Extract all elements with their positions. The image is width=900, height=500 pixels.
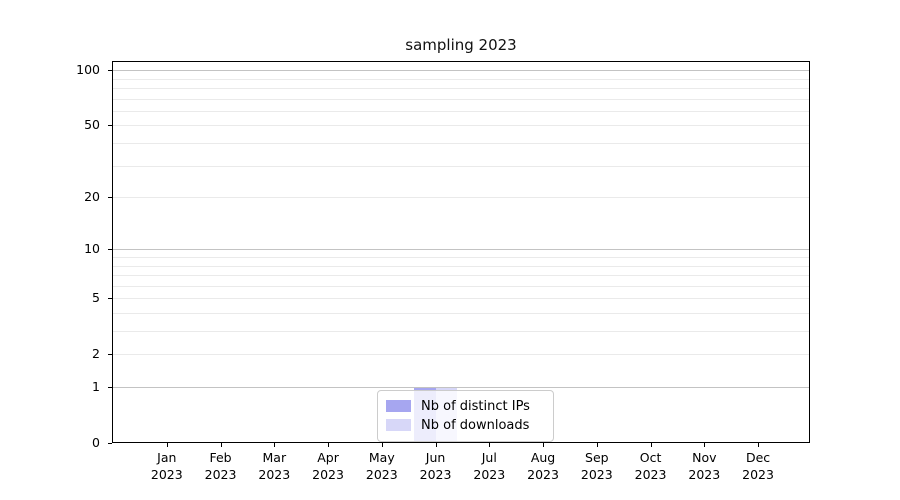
x-tick-label-jan: Jan 2023 [150,450,183,482]
x-tick-mark-oct [650,443,652,447]
y-tick-label-100: 100 [76,62,100,78]
legend-label-downloads: Nb of downloads [421,417,530,433]
chart-title: sampling 2023 [405,36,517,54]
y-tick-label-20: 20 [84,189,100,205]
x-tick-mark-jan [166,443,168,447]
y-tick-mark-20 [108,196,112,198]
y-tick-mark-2 [108,353,112,355]
y-tick-label-5: 5 [92,290,100,306]
gridline-y-100 [113,70,809,72]
y-tick-mark-5 [108,297,112,299]
x-tick-mark-dec [758,443,760,447]
x-tick-mark-may [381,443,383,447]
x-tick-mark-feb [220,443,222,447]
y-tick-mark-100 [108,69,112,71]
x-tick-label-jun: Jun 2023 [419,450,452,482]
gridline-y-20 [113,197,809,199]
gridline-y-40 [113,143,809,145]
x-tick-label-sep: Sep 2023 [580,450,613,482]
x-tick-mark-aug [543,443,545,447]
x-tick-label-apr: Apr 2023 [312,450,344,482]
gridline-y-9 [113,257,809,258]
gridline-y-80 [113,88,809,90]
plot-area: Nb of distinct IPs Nb of downloads [112,61,810,443]
gridline-y-90 [113,78,809,80]
x-tick-label-oct: Oct 2023 [634,450,667,482]
gridline-y-4 [113,312,809,314]
gridline-y-2 [113,354,809,356]
x-tick-label-aug: Aug 2023 [527,450,559,482]
x-tick-label-jul: Jul 2023 [473,450,506,482]
legend-swatch-downloads-icon [386,419,411,431]
legend-swatch-distinct-ips-icon [386,400,411,412]
gridline-y-70 [113,98,809,100]
x-tick-mark-nov [704,443,706,447]
x-tick-label-dec: Dec 2023 [742,450,774,482]
x-tick-mark-jun [435,443,437,447]
legend-item-distinct-ips: Nb of distinct IPs [386,397,545,415]
y-tick-label-0: 0 [92,435,100,450]
gridline-y-50 [113,125,809,127]
gridline-y-7 [113,275,809,277]
x-tick-mark-apr [328,443,330,447]
x-tick-mark-mar [274,443,276,447]
y-tick-label-1: 1 [92,379,100,394]
y-tick-mark-10 [108,248,112,250]
gridline-y-30 [113,165,809,167]
x-tick-label-nov: Nov 2023 [688,450,721,482]
y-tick-label-50: 50 [84,117,100,133]
y-tick-label-10: 10 [84,241,100,257]
gridline-y-5 [113,298,809,300]
x-tick-label-mar: Mar 2023 [258,450,291,482]
gridline-y-3 [113,331,809,333]
y-tick-mark-1 [108,386,112,388]
x-tick-label-feb: Feb 2023 [204,450,237,482]
gridline-y-60 [113,110,809,112]
legend: Nb of distinct IPs Nb of downloads [377,390,554,442]
legend-item-downloads: Nb of downloads [386,416,545,434]
legend-label-distinct-ips: Nb of distinct IPs [421,398,530,414]
x-tick-mark-jul [489,443,491,447]
gridline-y-8 [113,265,809,267]
y-tick-mark-0 [108,442,112,444]
y-tick-mark-50 [108,124,112,126]
gridline-y-1 [113,387,809,388]
y-tick-label-2: 2 [92,346,100,362]
x-tick-mark-sep [596,443,598,447]
gridline-y-10 [113,249,809,251]
x-tick-label-may: May 2023 [365,450,398,482]
gridline-y-6 [113,285,809,287]
